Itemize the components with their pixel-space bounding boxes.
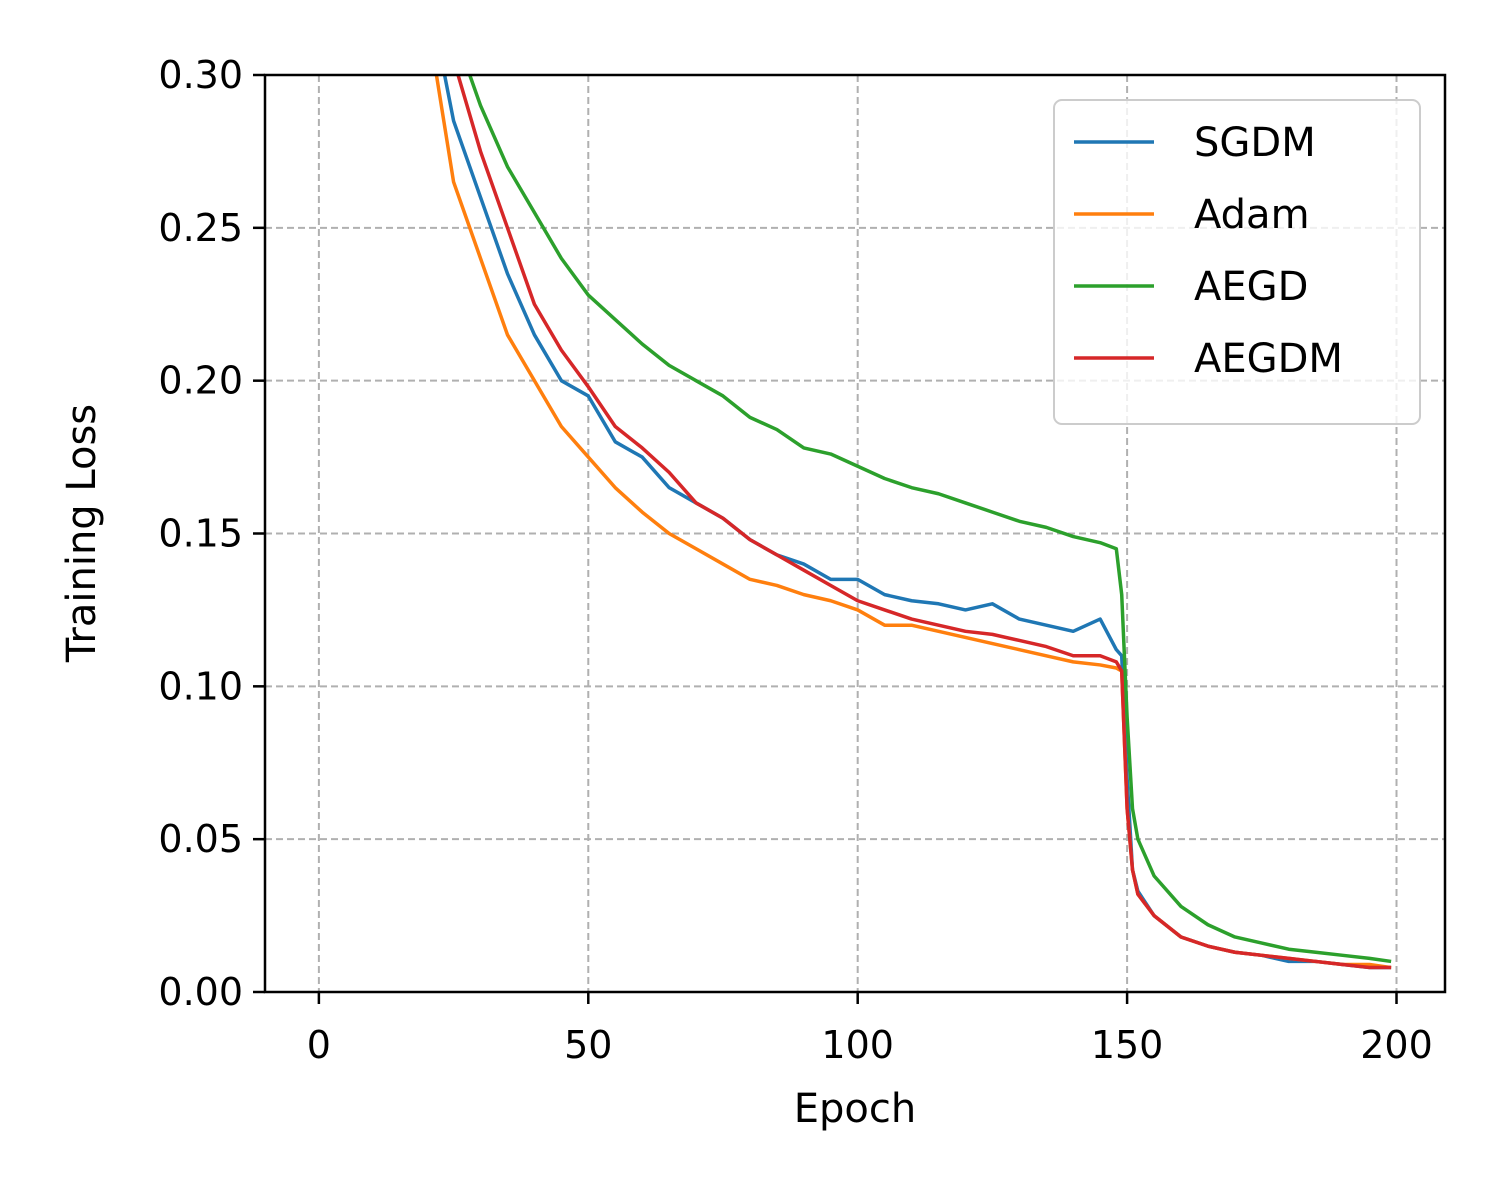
y-tick-label: 0.25 [158, 206, 243, 250]
legend-label: SGDM [1194, 120, 1316, 166]
series-line [467, 75, 1392, 964]
plot-lines [434, 75, 1392, 970]
x-tick-label: 50 [564, 1023, 612, 1067]
x-tick-label: 200 [1360, 1023, 1433, 1067]
y-tick-label: 0.15 [158, 512, 243, 556]
axes: 0 50 100 150 200 0.00 0.05 0.10 0.15 0.20 0.25 0.30 [158, 53, 1432, 1067]
series-line [456, 75, 1392, 970]
x-tick-label: 150 [1091, 1023, 1164, 1067]
x-axis-label: Epoch [794, 1086, 916, 1132]
legend: SGDM Adam AEGD AEGDM [1053, 99, 1421, 425]
y-tick-label: 0.20 [158, 359, 243, 403]
y-tick-label: 0.30 [158, 53, 243, 97]
y-tick-label: 0.00 [158, 970, 243, 1014]
y-tick-label: 0.10 [158, 664, 243, 708]
legend-label: Adam [1194, 192, 1310, 238]
legend-label: AEGD [1194, 264, 1308, 310]
x-tick-label: 100 [821, 1023, 894, 1067]
legend-label: AEGDM [1194, 336, 1343, 382]
y-axis-label: Training Loss [59, 404, 105, 663]
legend-frame [1053, 99, 1421, 425]
y-tick-label: 0.05 [158, 817, 243, 861]
x-tick-label: 0 [307, 1023, 331, 1067]
